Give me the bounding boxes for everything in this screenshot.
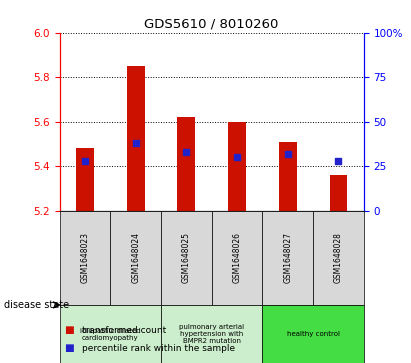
Text: ■: ■ [64, 343, 74, 354]
Bar [60, 211, 110, 305]
Text: GSM1648025: GSM1648025 [182, 232, 191, 283]
Bar [228, 122, 246, 211]
Text: percentile rank within the sample: percentile rank within the sample [82, 344, 236, 353]
Title: GDS5610 / 8010260: GDS5610 / 8010260 [145, 17, 279, 30]
Bar [127, 66, 145, 211]
Point [183, 149, 189, 155]
Text: GSM1648023: GSM1648023 [81, 232, 90, 283]
Point [132, 140, 139, 146]
Text: GSM1648027: GSM1648027 [283, 232, 292, 283]
Bar [161, 211, 212, 305]
Bar [76, 148, 94, 211]
Text: ■: ■ [64, 325, 74, 335]
Text: GSM1648024: GSM1648024 [131, 232, 140, 283]
Text: idiopathic dilated
cardiomyopathy: idiopathic dilated cardiomyopathy [80, 327, 141, 340]
Point [335, 158, 342, 164]
Bar [178, 117, 195, 211]
Point [234, 154, 240, 160]
Bar [313, 211, 364, 305]
Text: disease state: disease state [4, 300, 69, 310]
Text: GSM1648026: GSM1648026 [233, 232, 242, 283]
Bar [262, 305, 364, 363]
Bar [110, 211, 161, 305]
Text: pulmonary arterial
hypertension with
BMPR2 mutation: pulmonary arterial hypertension with BMP… [179, 324, 244, 344]
Bar [262, 211, 313, 305]
Text: GSM1648028: GSM1648028 [334, 232, 343, 283]
Bar [212, 211, 262, 305]
Bar [330, 175, 347, 211]
Bar [161, 305, 262, 363]
Bar [279, 142, 297, 211]
Text: healthy control: healthy control [286, 331, 339, 337]
Bar [60, 305, 161, 363]
Point [82, 158, 88, 164]
Text: transformed count: transformed count [82, 326, 166, 335]
Point [284, 151, 291, 156]
